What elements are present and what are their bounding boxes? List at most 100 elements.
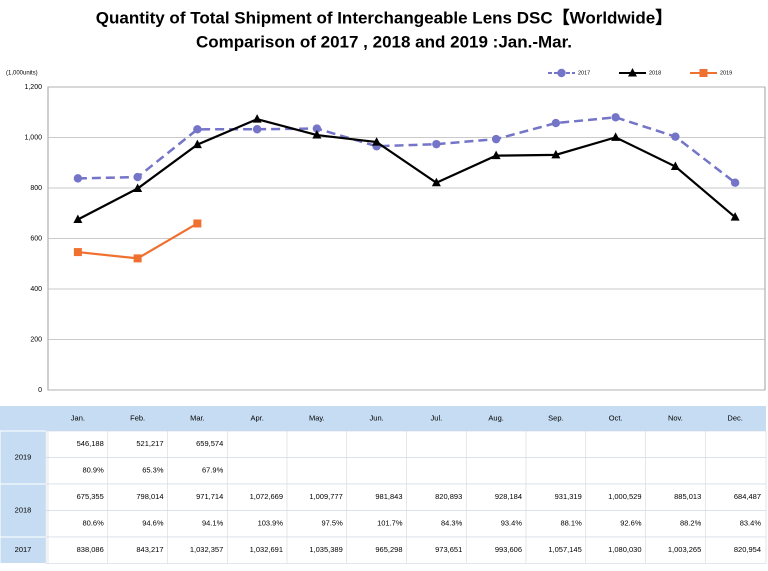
table-cell: 1,032,357 — [190, 545, 223, 554]
table-cell: 684,487 — [734, 492, 761, 501]
y-tick-label: 400 — [30, 286, 42, 293]
point — [133, 172, 142, 182]
table-cell: 1,072,669 — [250, 492, 283, 501]
point — [551, 149, 561, 159]
table-cell: 675,355 — [77, 492, 104, 501]
table-cell: 1,009,777 — [309, 492, 342, 501]
point — [670, 161, 680, 171]
table-cell: 931,319 — [555, 492, 582, 501]
table-cell: 103.9% — [258, 519, 284, 528]
row-label: 2018 — [15, 505, 32, 514]
table-cell: 94.1% — [202, 519, 224, 528]
table-cell: 97.5% — [321, 519, 343, 528]
table-header: Oct. — [609, 413, 623, 422]
point — [193, 219, 202, 228]
table-cell: 1,057,145 — [548, 545, 581, 554]
point — [252, 125, 262, 134]
table-cell: 80.6% — [82, 519, 104, 528]
table-cell: 885,013 — [674, 492, 701, 501]
row-label: 2017 — [15, 545, 32, 554]
table-cell: 546,188 — [77, 439, 104, 448]
point — [252, 114, 262, 123]
table-cell: 94.6% — [142, 519, 164, 528]
y-tick-label: 800 — [30, 185, 42, 192]
y-tick-label: 600 — [30, 235, 42, 242]
point — [491, 150, 501, 160]
point — [432, 139, 441, 149]
y-tick-label: 1,200 — [24, 84, 42, 91]
y-tick-label: 0 — [38, 387, 42, 394]
row-bg — [45, 430, 767, 458]
table-cell: 83.4% — [740, 519, 762, 528]
series-line — [77, 222, 198, 260]
table-cell: 1,035,389 — [309, 545, 342, 554]
point — [73, 214, 83, 223]
point — [133, 254, 142, 263]
table-cell: 843,217 — [136, 545, 163, 554]
table-header: Jun. — [370, 413, 384, 422]
row-label: 2019 — [15, 452, 32, 461]
table-header: Sep. — [548, 413, 563, 422]
legend-label: 2019 — [720, 70, 732, 76]
table-cell: 93.4% — [501, 519, 523, 528]
row-bg — [45, 483, 767, 511]
table-cell: 973,651 — [435, 545, 462, 554]
row-label-bg — [0, 483, 47, 538]
table-header: Nov. — [668, 413, 683, 422]
table-header: Jul. — [431, 413, 443, 422]
table-cell: 981,843 — [375, 492, 402, 501]
point — [557, 68, 566, 78]
table-header: Jan. — [71, 413, 85, 422]
chart-title: Quantity of Total Shipment of Interchang… — [96, 7, 672, 27]
point — [730, 212, 740, 221]
table-cell: 101.7% — [377, 519, 403, 528]
table-header: Aug. — [488, 413, 503, 422]
point — [431, 177, 441, 187]
row-label-bg — [0, 430, 47, 485]
table-header: Apr. — [250, 413, 263, 422]
table-cell: 88.1% — [560, 519, 582, 528]
row-bg — [45, 457, 767, 485]
point — [671, 132, 680, 141]
table-cell: 798,014 — [136, 492, 163, 501]
table-cell: 67.9% — [202, 466, 224, 475]
row-bg — [45, 510, 767, 538]
point — [133, 183, 143, 193]
legend-label: 2018 — [649, 70, 661, 76]
table-cell: 84.3% — [441, 519, 463, 528]
table-cell: 521,217 — [136, 439, 163, 448]
table-header: Dec. — [727, 413, 742, 422]
point — [611, 113, 620, 122]
legend-label: 2017 — [578, 70, 590, 76]
point — [628, 68, 637, 77]
table-cell: 928,184 — [495, 492, 522, 501]
table-cell: 1,000,529 — [608, 492, 641, 501]
table-cell: 993,606 — [495, 545, 522, 554]
point — [730, 178, 740, 187]
table-header-bg — [0, 406, 766, 431]
table-cell: 1,032,691 — [250, 545, 283, 554]
point — [699, 69, 708, 77]
table-header: May. — [309, 413, 325, 422]
point — [73, 248, 82, 257]
y-tick-label: 1,000 — [24, 134, 42, 141]
table-cell: 1,003,265 — [668, 545, 701, 554]
y-unit-label: (1,000units) — [6, 71, 38, 77]
point — [611, 132, 621, 141]
table-cell: 88.2% — [680, 519, 702, 528]
row-bg — [45, 536, 767, 564]
point — [491, 134, 501, 144]
table-cell: 820,954 — [734, 545, 761, 554]
table-cell: 659,574 — [196, 439, 223, 448]
table-cell: 65.3% — [142, 466, 164, 475]
table-cell: 965,298 — [375, 545, 402, 554]
table-header: Feb. — [130, 413, 145, 422]
table-cell: 80.9% — [82, 466, 104, 475]
point — [372, 137, 382, 146]
table-header: Mar. — [190, 413, 205, 422]
table-cell: 971,714 — [196, 492, 223, 501]
table-cell: 820,893 — [435, 492, 462, 501]
series-line — [77, 116, 736, 184]
chart-subtitle: Comparison of 2017 , 2018 and 2019 :Jan.… — [196, 32, 572, 51]
